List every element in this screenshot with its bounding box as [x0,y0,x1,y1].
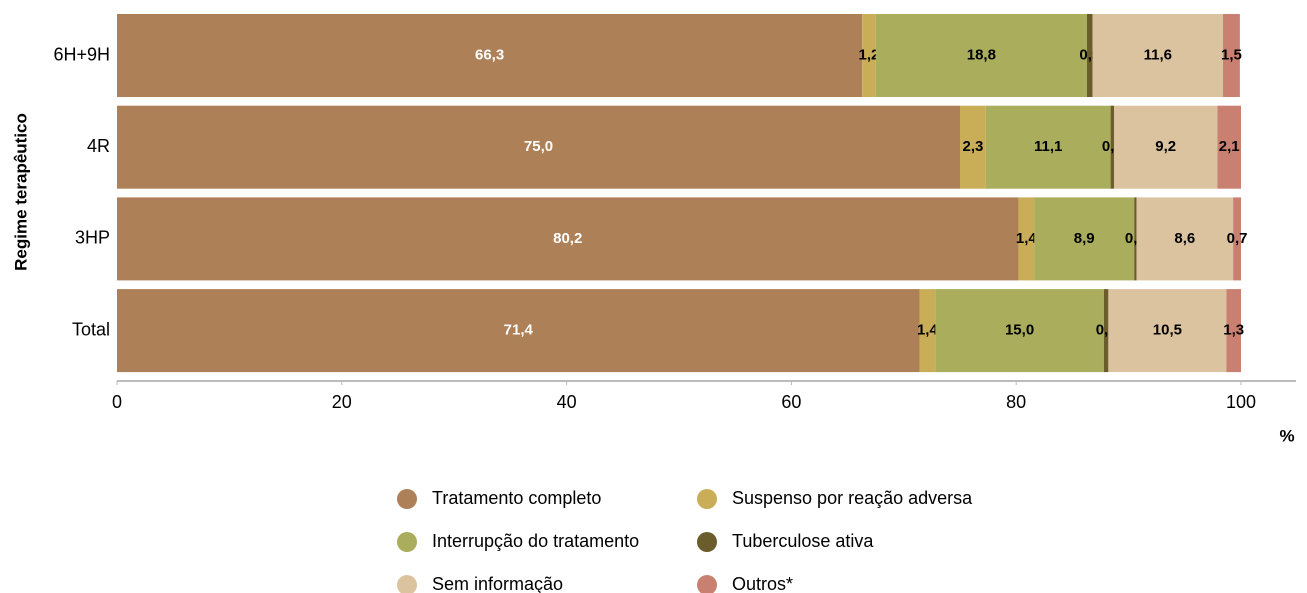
x-tick-label: 0 [112,392,122,412]
bar-segment [1018,197,1035,281]
bar-segment [1223,14,1240,97]
value-label: 0,7 [1227,230,1248,247]
x-axis-title: % [1279,426,1294,445]
bar-segment [1226,289,1241,373]
x-tick-label: 40 [557,392,577,412]
x-tick-label: 60 [781,392,801,412]
bar-segment [117,197,1019,281]
value-label: 80,2 [553,230,582,247]
legend-label: Interrupção do tratamento [432,531,639,551]
value-label: 15,0 [1005,322,1034,339]
x-tick-label: 20 [332,392,352,412]
legend-label: Tratamento completo [432,488,601,508]
value-label: 1,3 [1223,322,1244,339]
legend-label: Tuberculose ativa [732,531,874,551]
legend-marker [697,575,717,593]
value-label: 2,3 [962,138,983,155]
value-label: 75,0 [524,138,553,155]
value-label: 8,6 [1174,230,1195,247]
y-axis-title: Regime terapêutico [11,113,30,271]
bar-segment [919,289,936,373]
legend-marker [697,532,717,552]
legend-marker [697,489,717,509]
bar-segment [117,289,920,373]
value-label: 1,5 [1221,46,1242,63]
bar-segment [117,105,960,189]
bar-segment [1103,289,1109,373]
bar-segment [875,14,1088,97]
bar-segment [1034,197,1135,281]
value-label: 18,8 [967,46,996,63]
y-tick-label: 4R [87,136,110,156]
x-tick-label: 100 [1226,392,1256,412]
bar-segment [1233,197,1241,281]
value-label: 8,9 [1074,230,1095,247]
legend-label: Suspenso por reação adversa [732,488,973,508]
legend-marker [397,532,417,552]
value-label: 71,4 [504,322,534,339]
legend-label: Outros* [732,574,793,593]
legend-marker [397,575,417,593]
bar-segment [862,14,876,97]
y-tick-label: Total [72,319,110,339]
bar-segment [1108,289,1227,373]
value-label: 66,3 [475,46,504,63]
value-label: 11,6 [1144,46,1172,63]
legend-label: Sem informação [432,574,563,593]
y-tick-label: 3HP [75,228,110,248]
y-tick-label: 6H+9H [53,44,110,64]
bar-segment [1136,197,1234,281]
value-label: 1,2 [859,46,880,63]
x-tick-label: 80 [1006,392,1026,412]
value-label: 9,2 [1155,138,1176,155]
value-label: 2,1 [1219,138,1240,155]
value-label: 1,4 [917,322,939,339]
bar-segment [1110,105,1114,189]
bar-segment [935,289,1104,373]
value-label: 10,5 [1153,322,1182,339]
bar-segment [960,105,986,189]
bar-segment [1217,105,1241,189]
bar-segment [117,14,863,97]
bar-segment [1087,14,1093,97]
bar-segment [985,105,1111,189]
bar-segment [1113,105,1218,189]
bar-segment [1134,197,1137,281]
bar-segment [1092,14,1224,97]
value-label: 11,1 [1034,138,1062,155]
value-label: 1,4 [1016,230,1038,247]
legend-marker [397,489,417,509]
